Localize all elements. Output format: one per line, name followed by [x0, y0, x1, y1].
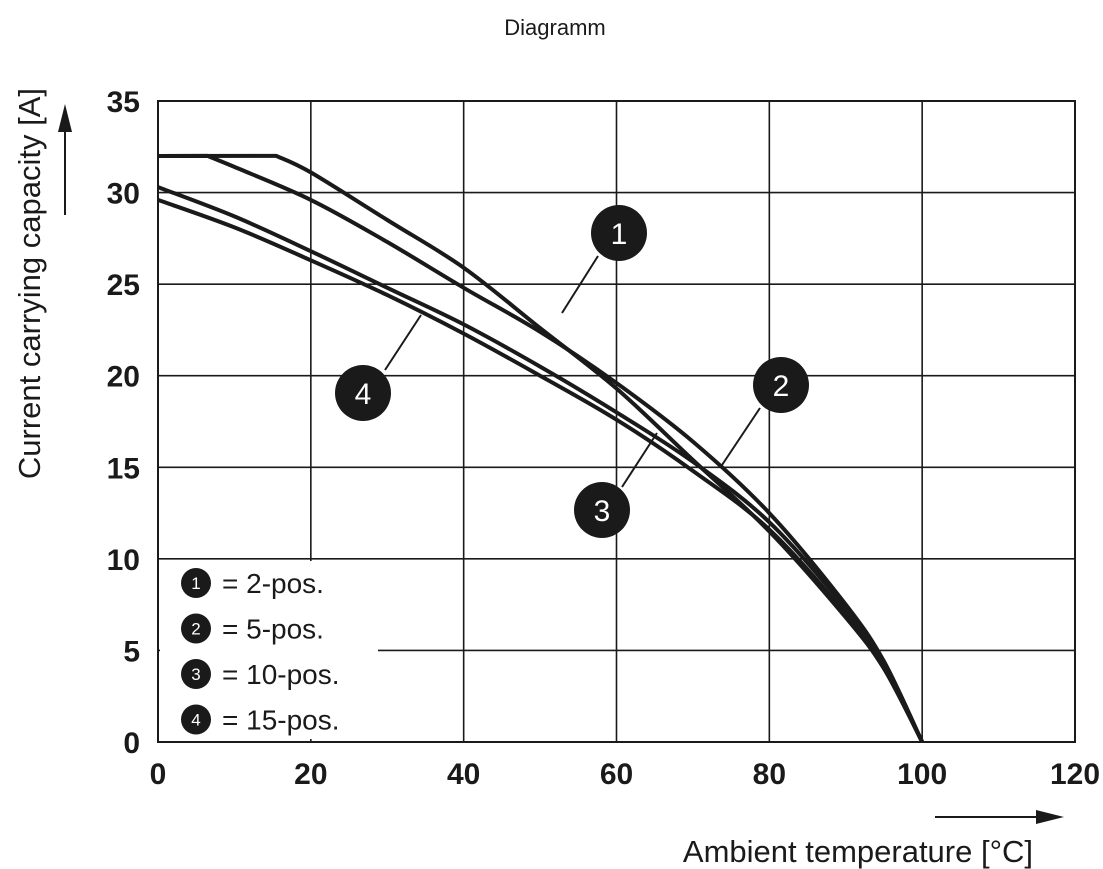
legend-number-4: 4 — [191, 711, 200, 730]
series-callouts: 1 2 3 4 — [335, 205, 809, 538]
x-tick-label: 40 — [447, 758, 480, 791]
callout-number-2: 2 — [773, 370, 790, 403]
legend-number-3: 3 — [191, 665, 200, 684]
y-tick-label: 10 — [107, 544, 140, 577]
series-line-2 — [157, 153, 925, 743]
x-axis-title: Ambient temperature [°C] — [683, 834, 1033, 869]
callout-number-1: 1 — [611, 218, 628, 251]
y-tick-label: 5 — [123, 635, 140, 668]
legend: 1 = 2-pos. 2 = 5-pos. 3 = 10-pos. 4 = 15-pos. — [160, 561, 378, 739]
series-line-1 — [157, 153, 924, 743]
callout-badge-3 — [574, 482, 630, 538]
series-group — [157, 153, 925, 743]
x-axis-title-group: Ambient temperature [°C] — [683, 810, 1064, 869]
callout-leader-4 — [384, 314, 422, 371]
plot-frame — [157, 100, 1076, 743]
y-tick-label: 30 — [107, 178, 140, 211]
x-tick-labels: 0 20 40 60 80 100 120 — [150, 758, 1100, 791]
callout-leader-2 — [721, 407, 761, 466]
y-tick-label: 0 — [123, 727, 140, 760]
callout-badge-4 — [335, 365, 391, 421]
x-tick-label: 20 — [294, 758, 327, 791]
x-tick-label: 100 — [897, 758, 947, 791]
legend-number-1: 1 — [191, 574, 200, 593]
series-line-4 — [157, 198, 924, 743]
legend-label-4: = 15-pos. — [222, 705, 340, 736]
y-tick-label: 20 — [107, 361, 140, 394]
callout-badge-2 — [753, 357, 809, 413]
legend-badge-1 — [181, 568, 211, 598]
y-tick-label: 25 — [107, 269, 140, 302]
legend-label-1: = 2-pos. — [222, 568, 324, 599]
x-tick-label: 0 — [150, 758, 167, 791]
callout-number-4: 4 — [355, 378, 372, 411]
callout-leader-3 — [621, 432, 658, 488]
y-tick-labels: 0 5 10 15 20 25 30 35 — [107, 86, 140, 760]
chart-title: Diagramm — [504, 15, 605, 40]
series-line-3 — [157, 185, 924, 743]
legend-label-2: = 5-pos. — [222, 614, 324, 645]
grid — [157, 100, 1076, 743]
x-tick-label: 60 — [600, 758, 633, 791]
x-tick-label: 80 — [753, 758, 786, 791]
legend-badge-2 — [181, 613, 211, 644]
y-axis-title-group: Current carrying capacity [A] — [12, 88, 72, 479]
y-tick-label: 15 — [107, 452, 140, 485]
y-axis-title: Current carrying capacity [A] — [12, 88, 47, 479]
legend-badge-3 — [181, 659, 211, 689]
callout-number-3: 3 — [594, 495, 611, 528]
legend-number-2: 2 — [191, 620, 200, 639]
x-axis-arrow-icon — [1036, 810, 1064, 824]
x-tick-label: 120 — [1050, 758, 1100, 791]
callout-badge-1 — [591, 205, 647, 261]
legend-label-3: = 10-pos. — [222, 659, 340, 690]
y-axis-arrow-icon — [58, 104, 72, 132]
legend-badge-4 — [181, 704, 211, 735]
y-tick-label: 35 — [107, 86, 140, 119]
callout-leader-1 — [561, 255, 599, 314]
